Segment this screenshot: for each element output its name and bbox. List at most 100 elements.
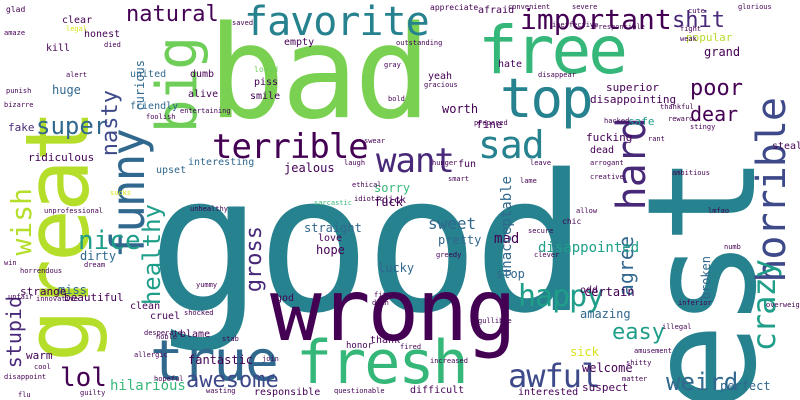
word-nice: nice [78,226,141,256]
word-straight: straight [304,221,362,235]
word-welcome: welcome [582,361,633,375]
word-sorry: sorry [374,181,411,195]
word-loved: loved [254,65,279,74]
word-ridiculous: ridiculous [28,151,95,164]
word-gross: gross [242,226,267,293]
word-dick: dick [382,195,407,206]
word-smart: smart [448,175,470,183]
word-irresponsible: irresponsible [590,23,645,31]
word-secure: secure [528,227,554,235]
word-sucks: sucks [110,189,132,197]
word-hilarious: hilarious [110,378,186,394]
word-cruel: cruel [150,311,181,322]
word-happy: happy [518,279,604,314]
word-lucky: lucky [378,261,415,275]
word-hacked: hacked [604,117,630,125]
word-bad: bad [208,0,431,148]
word-cute: cute [688,7,705,15]
word-guilty: guilty [80,389,106,397]
word-illegal: illegal [662,323,692,331]
word-fresh: fresh [296,328,469,398]
word-popular: popular [686,31,733,44]
word-terrible: terrible [212,127,369,167]
word-want: want [376,141,455,181]
word-wasting: wasting [206,387,236,395]
word-top: top [500,67,594,130]
word-warm: warm [26,349,53,362]
word-amusement: amusement [634,347,672,355]
word-fine: fine [476,118,503,131]
word-shocked: shocked [184,309,214,317]
word-allergic: allergic [134,351,168,359]
word-sad: sad [478,123,545,167]
word-unfair: unfair [8,293,34,301]
word-lmfao: lmfao [708,207,730,215]
word-nasty: nasty [98,90,123,157]
word-inferior: inferior [678,299,712,307]
word-disappear: disappear [538,71,576,79]
word-clean: clean [130,301,161,312]
word-laugh: laugh [344,159,366,167]
word-allow: allow [576,207,598,215]
word-stupid: stupid [2,296,26,369]
word-upset: upset [156,165,187,176]
word-pretty: pretty [438,233,482,247]
word-disappointing: disappointing [590,93,677,106]
word-join: join [262,355,279,363]
word-greedy: greedy [436,251,462,259]
word-safe: safe [628,115,655,128]
word-favorite: favorite [244,0,430,45]
word-thankful: thankful [660,103,694,111]
word-free: free [478,12,628,89]
word-honest: honest [84,29,121,40]
word-severe: severe [572,3,598,11]
word-responsible: responsible [254,387,321,398]
word-lame: lame [520,177,537,185]
word-shitty: shitty [626,359,652,367]
word-mad: mad [494,231,520,247]
word-amazing: amazing [580,307,631,321]
word-friendly: friendly [130,101,179,112]
word-yeah: yeah [428,71,453,82]
word-fired: fired [400,343,422,351]
word-honor: honor [346,341,374,351]
word-good: good [148,134,588,355]
word-poor: poor [690,76,743,101]
word-awesome: awesome [186,368,279,393]
word-important: important [520,3,672,36]
word-foolish: foolish [146,113,176,121]
word-questionable: questionable [334,387,385,395]
word-stab: stab [222,335,239,343]
word-creative: creative [590,173,624,181]
word-amaze: amaze [4,29,26,37]
word-sweet: sweet [428,214,477,233]
word-piss: piss [254,77,279,88]
word-entertaining: entertaining [180,107,231,115]
word-matter: matter [622,375,648,383]
word-fucking: fucking [586,131,633,144]
word-steal: steal [772,141,800,152]
word-weak: weak [680,35,697,43]
word-ethical: ethical [352,181,382,189]
word-awful: awful [508,357,600,395]
word-stop: stop [496,267,525,281]
word-stingy: stingy [690,123,716,131]
word-god: god [276,293,295,304]
word-natural: natural [126,2,219,27]
word-hate: hate [498,59,523,70]
word-bold: bold [388,95,405,103]
word-glorious: glorious [738,3,772,11]
word-increased: increased [430,357,468,365]
word-worth: worth [442,102,479,116]
word-gray: gray [384,61,401,69]
word-lol: lol [60,363,107,393]
word-fit: fit [374,291,387,299]
word-horrendous: horrendous [20,267,63,275]
word-blame: blame [180,329,211,340]
word-unprofessional: unprofessional [44,207,104,215]
word-superior: superior [606,81,659,94]
word-difficult: difficult [410,385,465,396]
word-rant: rant [648,135,665,143]
word-idiotic: idiotic [354,195,384,203]
word-glad: glad [6,5,26,14]
